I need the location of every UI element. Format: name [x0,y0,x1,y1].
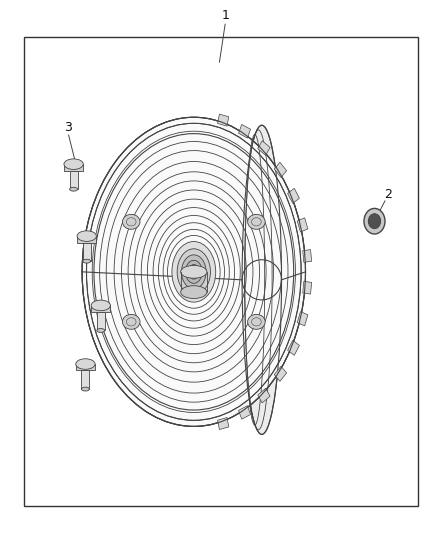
Polygon shape [218,114,229,126]
Ellipse shape [83,259,91,263]
Ellipse shape [91,300,110,311]
Polygon shape [274,163,286,177]
Ellipse shape [180,265,207,278]
Ellipse shape [123,214,140,229]
Ellipse shape [247,314,265,329]
Polygon shape [297,312,308,326]
Polygon shape [218,417,229,430]
Polygon shape [82,272,305,426]
Polygon shape [288,188,300,204]
Ellipse shape [368,214,381,229]
Ellipse shape [70,187,78,191]
Bar [24,37,418,506]
Ellipse shape [81,387,89,391]
Ellipse shape [364,208,385,234]
Ellipse shape [123,314,140,329]
Text: 2: 2 [384,188,392,201]
Polygon shape [77,236,96,243]
Polygon shape [76,364,95,370]
Ellipse shape [181,255,206,289]
Polygon shape [97,312,105,330]
Polygon shape [258,389,270,403]
Polygon shape [82,117,305,280]
Ellipse shape [76,359,95,369]
Polygon shape [91,305,110,312]
Ellipse shape [242,125,282,434]
Polygon shape [70,171,78,189]
Polygon shape [297,218,308,232]
Polygon shape [258,141,270,155]
Ellipse shape [64,159,83,169]
Polygon shape [239,406,251,419]
Text: 1: 1 [222,10,230,22]
Polygon shape [83,243,91,261]
Ellipse shape [186,260,202,284]
Polygon shape [303,281,312,294]
Polygon shape [239,125,251,138]
Ellipse shape [172,241,216,302]
Ellipse shape [82,117,305,426]
Ellipse shape [180,286,207,298]
Ellipse shape [247,214,265,229]
Polygon shape [274,366,286,381]
Polygon shape [288,340,300,356]
Polygon shape [303,249,312,262]
Ellipse shape [188,264,199,279]
Ellipse shape [177,249,210,295]
Polygon shape [64,164,83,171]
Ellipse shape [97,328,105,333]
Text: 3: 3 [64,122,72,134]
Ellipse shape [77,231,96,241]
Polygon shape [81,370,89,389]
